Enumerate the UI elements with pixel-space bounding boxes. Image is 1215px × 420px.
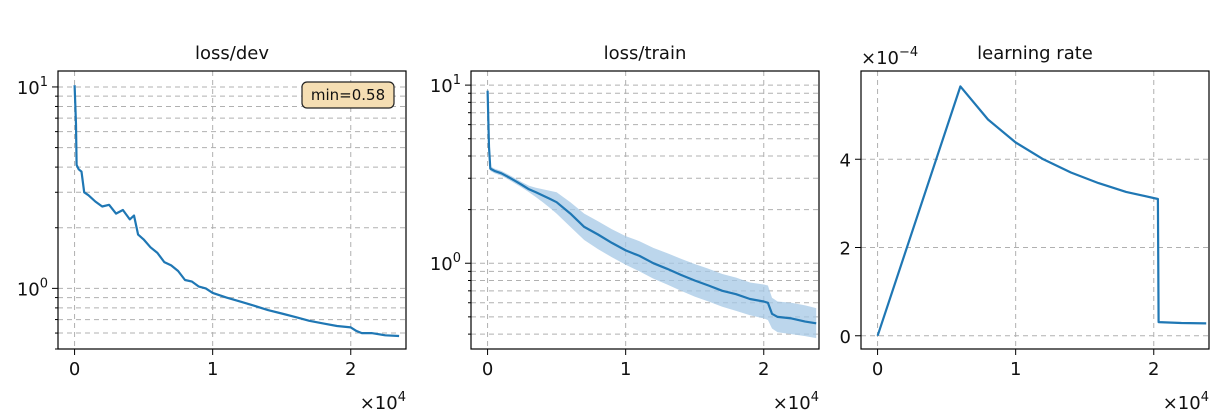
x-tick-label: 1 [207,359,218,380]
x-tick-label: 0 [69,359,80,380]
x-offset-label: ×104 [360,390,406,414]
subplot-3: 0 1 2 0 2 4 learning rate ×104 ×10−4 [840,43,1210,414]
subplot-title: loss/train [604,43,687,64]
x-tick-label: 1 [620,359,631,380]
annotation-text: min=0.58 [311,86,385,104]
y-tick-label: 2 [840,239,851,260]
y-tick-label: 101 [430,73,461,97]
series-line [486,90,817,325]
y-offset-label: ×10−4 [861,45,918,69]
x-tick-label: 2 [345,359,356,380]
series-line [876,85,1207,337]
axes-frame [57,70,407,350]
subplot-2: 0 1 2 100 101 loss/train ×104 [430,43,820,414]
y-tick-label: 100 [17,276,48,300]
y-tick-label: 0 [840,327,851,348]
std-band [487,88,817,339]
axes-frame [860,70,1210,350]
x-offset-label: ×104 [773,390,819,414]
x-tick-label: 0 [872,359,883,380]
subplot-title: learning rate [977,43,1093,64]
x-tick-label: 2 [758,359,769,380]
annotation-box [301,81,395,109]
x-offset-label: ×104 [1163,390,1209,414]
subplot-1: 0 1 2 100 101 loss/dev ×104 min=0.58 [17,43,407,414]
x-tick-label: 1 [1010,359,1021,380]
axes-frame [470,70,820,350]
series-line [73,85,400,338]
y-tick-label: 100 [430,251,461,275]
subplot-title: loss/dev [195,43,269,64]
x-tick-label: 0 [482,359,493,380]
y-tick-label: 101 [17,75,48,99]
x-tick-label: 2 [1148,359,1159,380]
y-tick-label: 4 [840,150,851,171]
